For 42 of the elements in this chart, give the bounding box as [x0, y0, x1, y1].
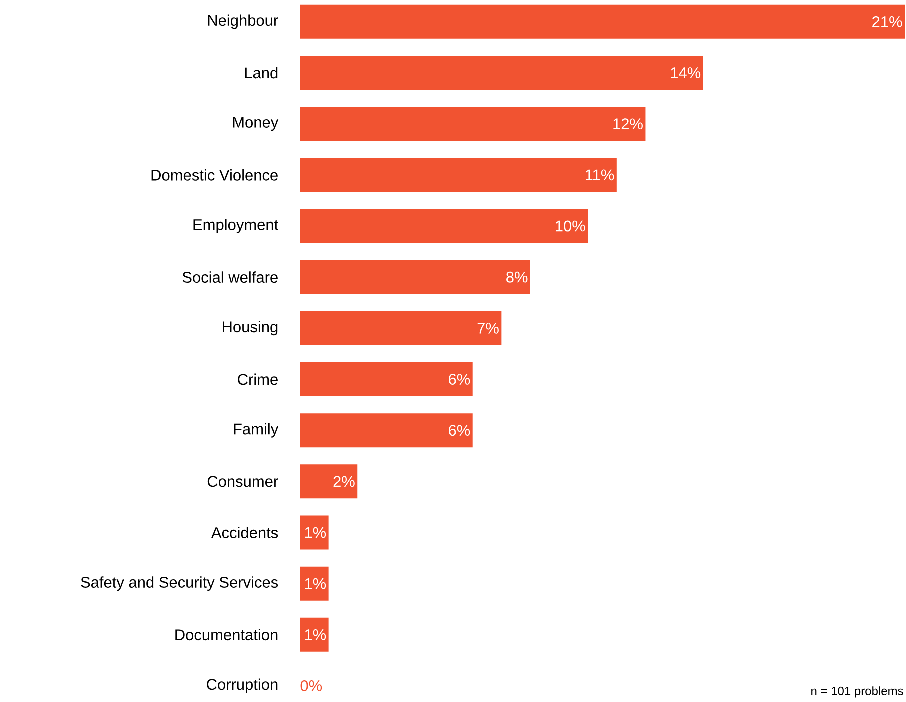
bar: [300, 260, 530, 294]
y-tick-label: Accidents: [211, 527, 278, 538]
bar: [300, 311, 502, 346]
bar: [300, 4, 906, 39]
y-tick-label: Land: [245, 67, 278, 79]
y-tick-label: Housing: [223, 321, 278, 336]
data-label: 2%: [334, 476, 355, 488]
y-tick-label: Social welfare: [182, 272, 278, 284]
y-tick-label: Money: [233, 117, 279, 132]
y-tick-label: Safety and Security Services: [81, 576, 278, 592]
data-label: 1%: [305, 578, 326, 590]
data-label: 12%: [614, 118, 643, 130]
bar: [300, 464, 358, 499]
bar: [300, 362, 473, 396]
y-tick-label: Crime: [238, 374, 278, 386]
bar: [300, 566, 329, 601]
data-label: 1%: [305, 629, 326, 640]
bar: [300, 56, 704, 90]
data-label: 8%: [506, 272, 528, 283]
data-label: 11%: [586, 170, 614, 181]
bar: [300, 107, 646, 142]
data-label: 0%: [300, 680, 322, 692]
y-tick-label: Family: [234, 423, 279, 438]
y-tick-label: Domestic Violence: [152, 169, 278, 181]
y-tick-label: Consumer: [208, 476, 278, 488]
data-label: 10%: [556, 220, 586, 232]
data-label: 6%: [449, 374, 470, 385]
bar: [300, 516, 329, 550]
bar: [300, 618, 329, 652]
y-tick-label: Documentation: [176, 629, 278, 641]
data-label: 1%: [305, 527, 326, 538]
bar: [300, 158, 617, 192]
data-label: 21%: [872, 16, 902, 28]
bar: [300, 209, 588, 244]
bar: [300, 414, 473, 448]
y-tick-label: Neighbour: [208, 14, 278, 30]
annotation: n = 101 problems: [812, 686, 904, 698]
y-tick-label: Employment: [194, 219, 279, 234]
data-label: 14%: [671, 68, 701, 78]
data-label: 7%: [478, 322, 499, 334]
data-label: 6%: [449, 425, 470, 436]
y-tick-label: Corruption: [207, 678, 278, 694]
